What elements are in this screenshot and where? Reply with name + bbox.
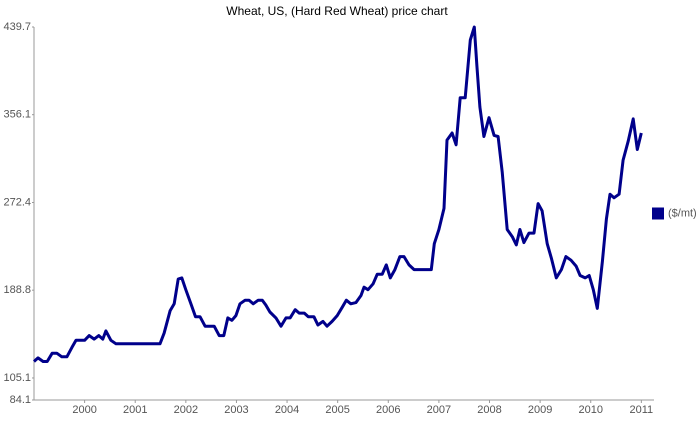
x-tick-label: 2005	[325, 404, 349, 416]
x-tick-label: 2003	[224, 404, 248, 416]
y-tick-label: 105.1	[3, 372, 31, 384]
x-tick-label: 2008	[477, 404, 501, 416]
legend-swatch	[652, 207, 664, 220]
legend-label: ($/mt)	[668, 207, 697, 219]
y-tick-label: 272.4	[3, 196, 31, 208]
x-tick-label: 2001	[123, 404, 147, 416]
y-tick-label: 356.1	[3, 109, 31, 121]
y-tick-label: 188.8	[3, 284, 31, 296]
x-tick-label: 2000	[72, 404, 96, 416]
x-tick-label: 2002	[174, 404, 198, 416]
x-tick-label: 2006	[376, 404, 400, 416]
x-tick-label: 2004	[275, 404, 299, 416]
x-tick-label: 2009	[528, 404, 552, 416]
y-tick-label: 439.7	[3, 21, 31, 33]
series-line	[32, 25, 643, 363]
chart-title: Wheat, US, (Hard Red Wheat) price chart	[226, 4, 448, 18]
x-tick-label: 2010	[578, 404, 602, 416]
y-tick-label: 84.1	[10, 394, 31, 406]
x-tick-label: 2011	[630, 404, 654, 416]
x-tick-label: 2007	[427, 404, 451, 416]
